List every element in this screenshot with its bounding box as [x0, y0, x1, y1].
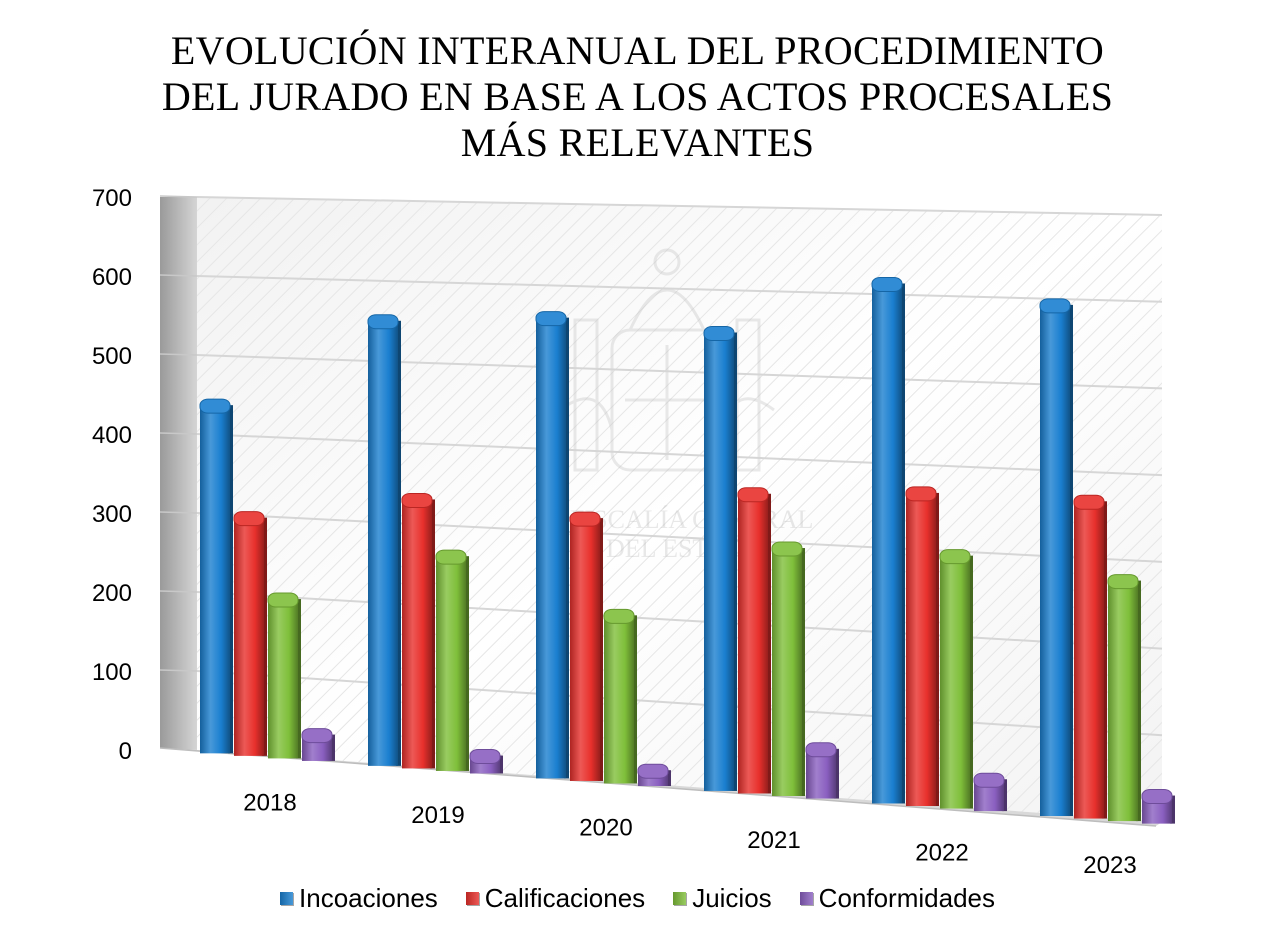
x-tick-label: 2022	[915, 840, 968, 867]
bar	[1107, 574, 1141, 822]
bar	[771, 541, 805, 797]
chart-title-line-1: EVOLUCIÓN INTERANUAL DEL PROCEDIMIENTO	[170, 28, 1105, 73]
y-tick-label: 400	[92, 422, 132, 449]
bar	[199, 398, 233, 754]
bar	[367, 314, 401, 766]
grid-line	[196, 196, 1163, 216]
bar	[603, 608, 637, 784]
grid-lines	[159, 195, 1163, 737]
legend-label: Conformidades	[818, 883, 995, 913]
y-tick-label: 0	[119, 738, 132, 765]
y-tick-label: 100	[92, 659, 132, 686]
bar	[233, 511, 267, 756]
x-axis-labels: 2018 2019 2020 2021 2022 2023	[243, 789, 1136, 879]
bar	[435, 549, 469, 771]
x-tick-label: 2018	[243, 789, 296, 816]
legend-swatch	[673, 892, 687, 905]
chart-title-line-3: MÁS RELEVANTES	[460, 120, 815, 165]
grid-line	[196, 354, 1163, 390]
bar	[469, 749, 503, 774]
x-tick-label: 2023	[1083, 852, 1136, 879]
bar	[401, 492, 435, 769]
bar	[1141, 789, 1175, 824]
grid-line	[196, 512, 1163, 563]
grid-line	[196, 433, 1163, 477]
x-tick-label: 2019	[411, 802, 464, 829]
legend-item: Juicios	[673, 883, 772, 914]
y-axis-ticks: 0 100 200 300 400 500 600 700	[92, 185, 132, 765]
grid-line	[196, 275, 1163, 303]
y-tick-label: 700	[92, 185, 132, 212]
y-tick-label: 500	[92, 343, 132, 370]
legend: Incoaciones Calificaciones Juicios Conformi…	[0, 883, 1275, 914]
legend-swatch	[799, 892, 813, 905]
chart-title-line-2: DEL JURADO EN BASE A LOS ACTOS PROCESALE…	[161, 74, 1114, 119]
bar	[805, 742, 839, 799]
legend-label: Incoaciones	[299, 883, 438, 913]
bar	[939, 549, 973, 809]
grid-line	[196, 591, 1163, 650]
x-tick-label: 2020	[579, 815, 632, 842]
bar	[1039, 298, 1073, 817]
bar	[301, 728, 335, 761]
y-tick-label: 300	[92, 501, 132, 528]
bar	[737, 487, 771, 794]
bars	[199, 276, 1175, 824]
x-tick-label: 2021	[747, 827, 800, 854]
grid-line	[196, 670, 1163, 737]
legend-swatch	[465, 892, 479, 905]
chart-title: EVOLUCIÓN INTERANUAL DEL PROCEDIMIENTO D…	[0, 28, 1275, 166]
y-tick-label: 200	[92, 580, 132, 607]
legend-item: Calificaciones	[465, 883, 646, 914]
bar	[569, 511, 603, 781]
bar	[267, 592, 301, 759]
bar	[535, 311, 569, 779]
bar	[905, 486, 939, 807]
bar	[637, 763, 671, 787]
bar	[973, 772, 1007, 812]
legend-label: Juicios	[692, 883, 772, 913]
legend-label: Calificaciones	[484, 883, 646, 913]
bar	[871, 276, 905, 804]
legend-item: Conformidades	[799, 883, 995, 914]
legend-swatch	[280, 892, 294, 905]
bar	[703, 326, 737, 791]
legend-item: Incoaciones	[280, 883, 438, 914]
watermark-text-1: FISCALÍA GENERAL	[570, 505, 813, 534]
bar	[1073, 494, 1107, 819]
y-tick-label: 600	[92, 264, 132, 291]
